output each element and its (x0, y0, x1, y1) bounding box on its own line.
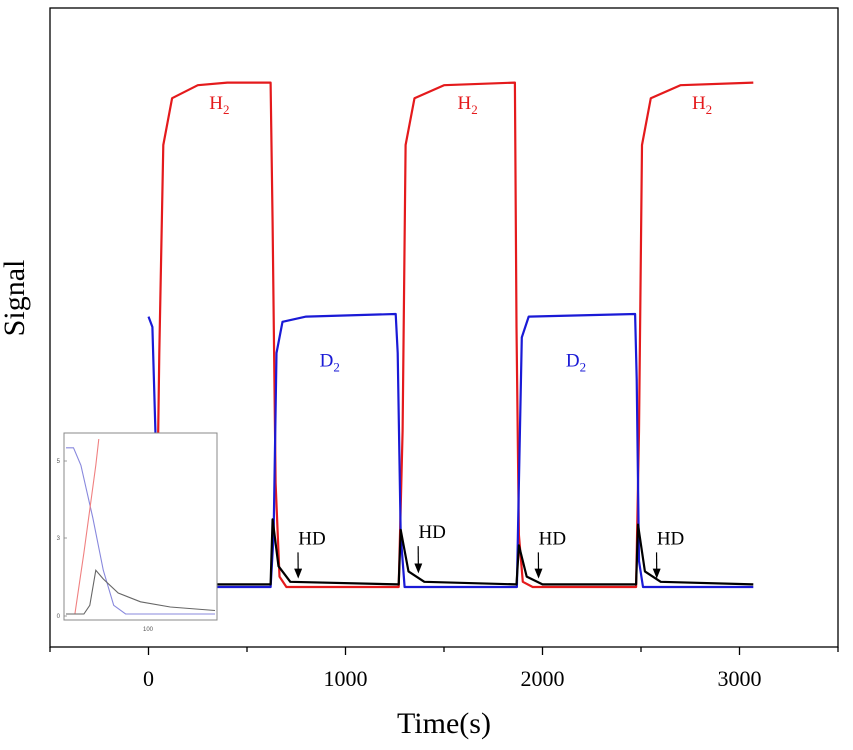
inset-y-tick-label: 0 (57, 614, 61, 620)
x-tick-label: 1000 (324, 666, 368, 691)
x-tick-label: 3000 (718, 666, 762, 691)
series-label-text: D (320, 351, 334, 372)
series-label-subscript: 2 (580, 360, 587, 375)
series-label-subscript: 2 (471, 102, 478, 117)
series-line-h2 (148, 81, 754, 589)
series-label: D2 (566, 351, 586, 375)
series-label: H2 (209, 93, 229, 117)
series-label-text: D (566, 351, 580, 372)
series-label-subscript: 2 (333, 360, 340, 375)
inset-plot: 5 3 0 100 (57, 432, 218, 633)
x-axis-title: Time(s) (397, 707, 491, 740)
series-label-text: H (209, 93, 223, 114)
hd-annotation-label: HD (418, 522, 445, 543)
hd-annotation-label: HD (298, 528, 325, 549)
inset-y-tick-label: 3 (57, 536, 61, 542)
series-label-subscript: 2 (706, 102, 713, 117)
series-layer (147, 81, 754, 589)
y-axis-title: Signal (0, 260, 31, 337)
x-tick-label: 2000 (521, 666, 565, 691)
series-label-text: H (458, 93, 472, 114)
inset-series-d2 (66, 447, 215, 615)
hd-annotation-label: HD (539, 528, 566, 549)
inset-series-hd (66, 569, 216, 615)
x-tick-label: 0 (143, 666, 154, 691)
annotations: HDHDHDHDHD (174, 501, 684, 579)
hd-annotation-label: HD (657, 528, 684, 549)
inset-x-tick-label: 100 (143, 627, 154, 633)
series-label: D2 (320, 351, 340, 375)
series-label: H2 (458, 93, 478, 117)
series-label: H2 (692, 93, 712, 117)
series-label-text: H (692, 93, 706, 114)
x-axis-ticks: 0 1000 2000 3000 (49, 647, 839, 691)
inset-y-tick-label: 5 (57, 459, 61, 465)
series-label-subscript: 2 (223, 102, 230, 117)
inset-frame (63, 432, 218, 621)
